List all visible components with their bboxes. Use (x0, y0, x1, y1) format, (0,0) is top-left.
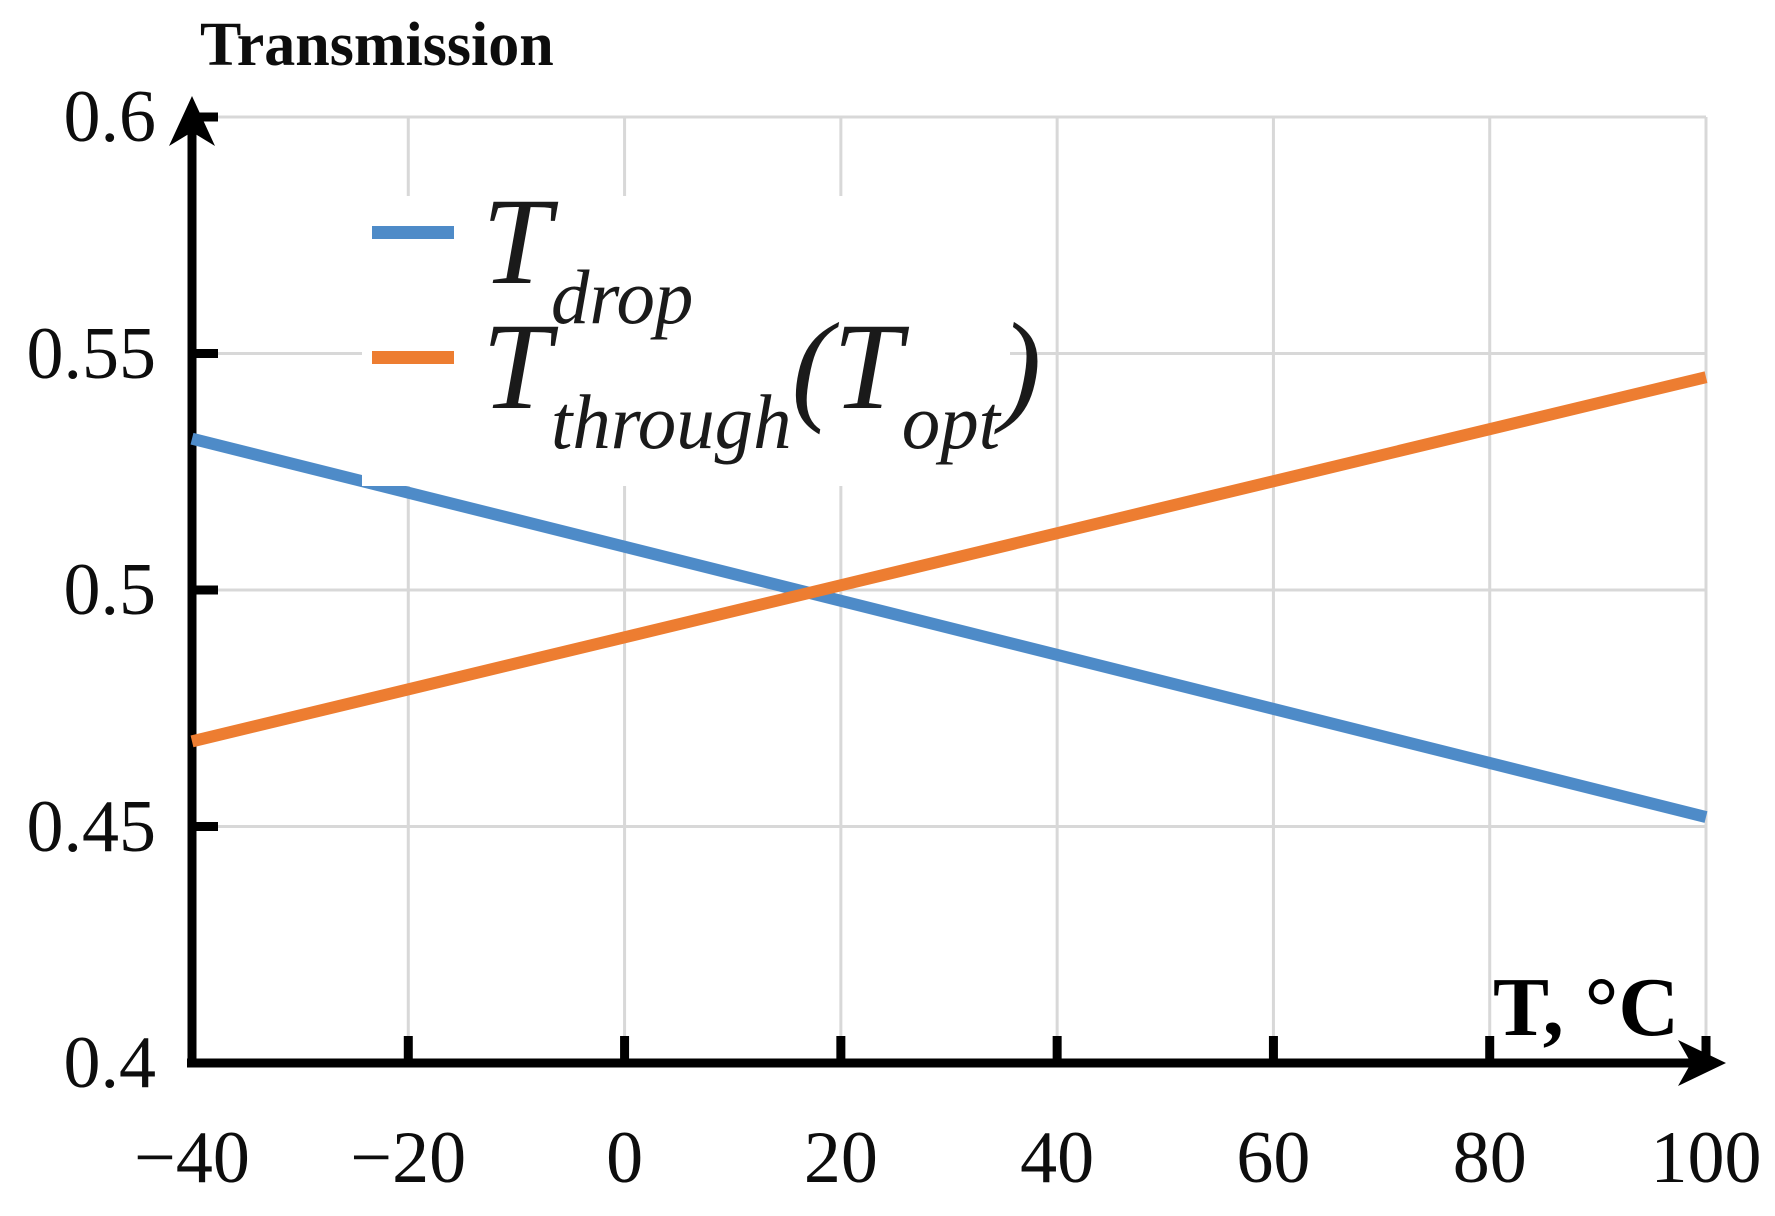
y-tick-label: 0.6 (63, 76, 157, 158)
series-line-t-drop (190, 432, 1708, 823)
series-line-t-through-t-opt- (190, 371, 1708, 748)
x-tick-label: 80 (1452, 1117, 1527, 1199)
legend-label-main: ) (1000, 298, 1042, 435)
legend-label-main: T (482, 173, 551, 310)
x-tick-label: −20 (350, 1117, 467, 1199)
x-tick-label: 0 (606, 1117, 644, 1199)
legend-label-subscript: through (550, 379, 792, 465)
x-axis-label: T, °C (1492, 961, 1679, 1054)
y-tick-label: 0.4 (63, 1022, 157, 1104)
x-tick-label: 40 (1020, 1117, 1095, 1199)
x-tick-label: 100 (1650, 1117, 1762, 1199)
legend-swatch-orange (372, 351, 454, 364)
legend-label-tdrop: Tdrop (482, 180, 693, 336)
y-tick-label: 0.5 (63, 549, 157, 631)
legend-swatch-blue (372, 226, 454, 239)
chart-title: Transmission (200, 11, 554, 79)
legend-label-main: (T (791, 298, 902, 435)
y-tick-label: 0.45 (26, 785, 157, 868)
x-tick-label: 60 (1236, 1117, 1311, 1199)
legend-label-tthrough: Tthrough(Topt) (482, 305, 1041, 461)
legend-label-subscript: opt (901, 379, 1001, 465)
legend-label-main: T (482, 298, 551, 435)
x-tick-label: 20 (803, 1117, 878, 1199)
legend: Tdrop Tthrough(Topt) (362, 180, 1041, 486)
legend-label-subscript: drop (550, 254, 694, 340)
x-tick-label: −40 (134, 1117, 250, 1199)
y-tick-label: 0.55 (26, 312, 157, 395)
